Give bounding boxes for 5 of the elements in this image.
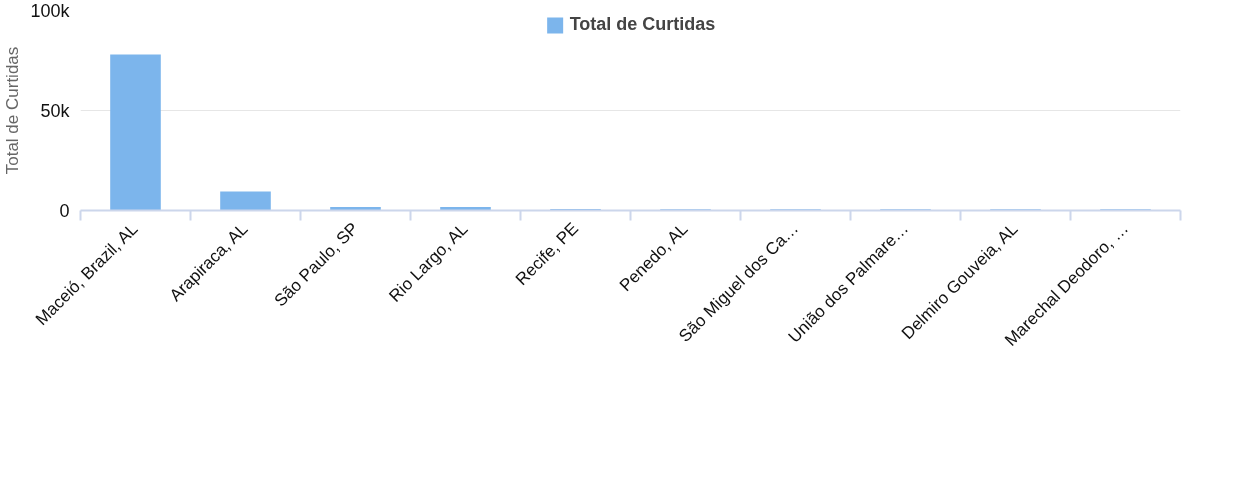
legend-label: Total de Curtidas (569, 14, 716, 35)
y-tick-label: 100k (30, 0, 71, 21)
y-tick-label: 50k (40, 100, 71, 121)
y-tick-label: 0 (59, 200, 70, 221)
y-axis-title: Total de Curtidas (3, 46, 23, 175)
